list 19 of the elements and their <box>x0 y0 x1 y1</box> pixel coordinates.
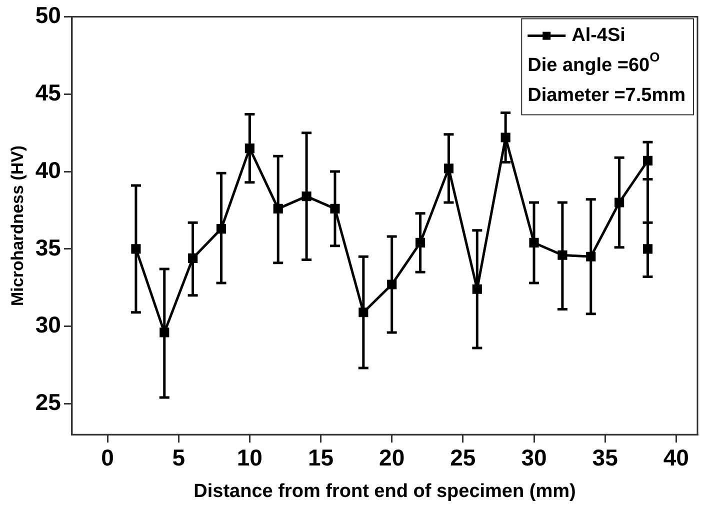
y-tick-label: 25 <box>35 388 62 415</box>
annotation: Diameter =7.5mm <box>528 85 686 106</box>
x-tick-label: 25 <box>450 444 476 471</box>
x-tick-label: 20 <box>379 444 405 471</box>
y-tick-label: 30 <box>35 312 61 338</box>
x-tick-label: 10 <box>236 444 262 471</box>
legend-label: Al-4Si <box>572 25 626 46</box>
y-tick-label: 50 <box>35 2 61 28</box>
y-tick-label: 45 <box>35 80 62 106</box>
y-tick-label: 40 <box>35 156 61 183</box>
x-axis-title: Distance from front end of specimen (mm) <box>194 480 576 502</box>
y-tick-label: 35 <box>35 234 62 260</box>
x-tick-label: 40 <box>663 444 689 471</box>
x-tick-label: 5 <box>172 444 186 471</box>
x-tick-label: 30 <box>521 444 547 471</box>
x-tick-label: 0 <box>101 444 114 471</box>
x-tick-label: 15 <box>308 444 334 471</box>
y-axis-title: Microhardness (HV) <box>8 145 27 306</box>
x-tick-label: 35 <box>592 444 618 471</box>
